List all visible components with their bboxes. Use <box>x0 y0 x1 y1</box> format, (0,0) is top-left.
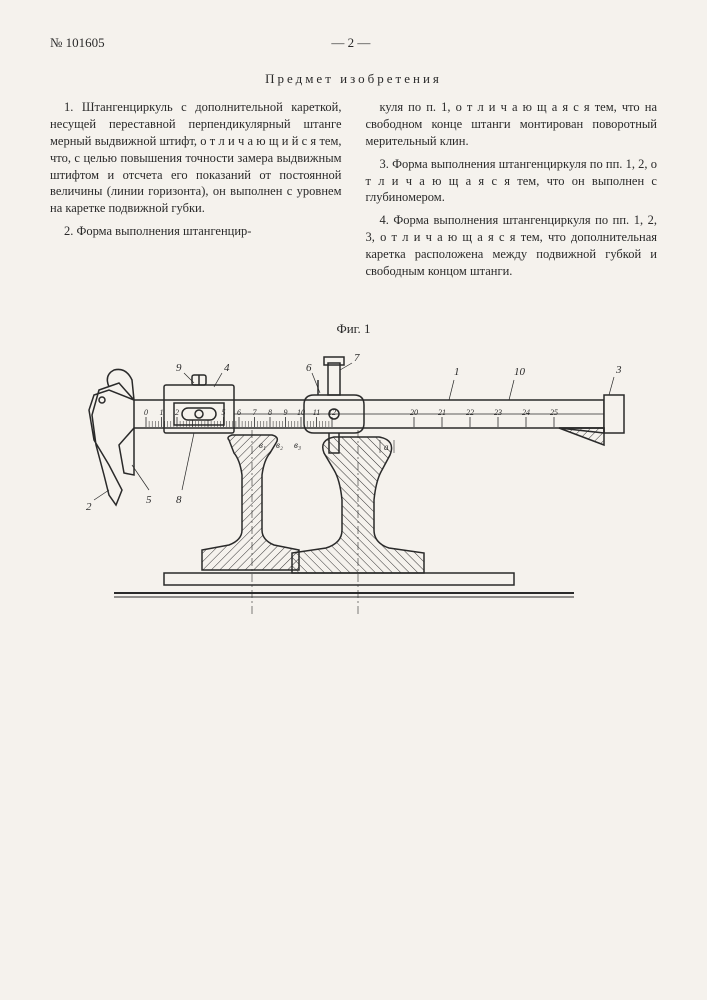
rail-left <box>202 435 299 570</box>
svg-text:10: 10 <box>514 366 526 378</box>
base-plate <box>114 573 574 597</box>
svg-text:а: а <box>384 442 389 452</box>
fixed-jaw <box>89 369 134 505</box>
svg-text:8: 8 <box>176 494 182 506</box>
svg-text:в₁: в₁ <box>259 440 266 450</box>
svg-text:1: 1 <box>159 408 163 417</box>
svg-text:20: 20 <box>410 408 418 417</box>
claim-3: 3. Форма выполнения штангенциркуля по пп… <box>366 156 658 207</box>
svg-text:21: 21 <box>438 408 446 417</box>
claim-2-end: куля по п. 1, о т л и ч а ю щ а я с я те… <box>366 99 658 150</box>
svg-text:2: 2 <box>175 408 179 417</box>
svg-text:7: 7 <box>252 408 257 417</box>
page-number: — 2 — <box>331 35 370 51</box>
movable-carriage <box>164 375 234 433</box>
caliper-diagram: 0123456789101112202122232425 <box>54 345 654 665</box>
claim-1: 1. Штангенциркуль с дополнительной карет… <box>50 99 342 217</box>
svg-text:в₂: в₂ <box>276 440 283 450</box>
page-header: № 101605 — 2 — <box>50 35 657 51</box>
svg-text:6: 6 <box>306 362 312 374</box>
svg-text:11: 11 <box>312 408 319 417</box>
text-columns: 1. Штангенциркуль с дополнительной карет… <box>50 99 657 286</box>
svg-text:4: 4 <box>224 362 230 374</box>
figure-area: Фиг. 1 0123456789101112202122232425 <box>50 321 657 670</box>
svg-text:в₃: в₃ <box>294 440 301 450</box>
right-column: куля по п. 1, о т л и ч а ю щ а я с я те… <box>366 99 658 286</box>
svg-text:8: 8 <box>268 408 272 417</box>
svg-text:7: 7 <box>354 352 360 364</box>
doc-number: № 101605 <box>50 35 105 51</box>
svg-text:24: 24 <box>522 408 530 417</box>
svg-text:25: 25 <box>550 408 558 417</box>
svg-text:9: 9 <box>283 408 287 417</box>
section-title: Предмет изобретения <box>50 71 657 87</box>
end-wedge <box>559 395 624 445</box>
svg-text:23: 23 <box>494 408 502 417</box>
svg-text:2: 2 <box>86 501 92 513</box>
svg-text:1: 1 <box>454 366 460 378</box>
svg-text:5: 5 <box>146 494 152 506</box>
claim-4: 4. Форма выполнения штангенциркуля по пп… <box>366 212 658 280</box>
svg-text:9: 9 <box>176 362 182 374</box>
figure-caption: Фиг. 1 <box>50 321 657 337</box>
left-column: 1. Штангенциркуль с дополнительной карет… <box>50 99 342 286</box>
svg-text:22: 22 <box>466 408 474 417</box>
svg-text:0: 0 <box>144 408 148 417</box>
svg-text:3: 3 <box>615 364 622 376</box>
claim-2-start: 2. Форма выполнения штангенцир- <box>50 223 342 240</box>
svg-text:6: 6 <box>237 408 241 417</box>
